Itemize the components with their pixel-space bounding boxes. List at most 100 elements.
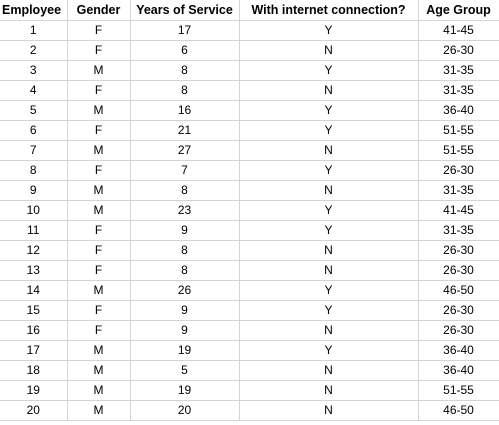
cell-gender[interactable]: M: [67, 100, 131, 121]
cell-employee[interactable]: 10: [0, 200, 68, 221]
cell-years-of-service[interactable]: 6: [130, 40, 240, 61]
cell-gender[interactable]: F: [67, 220, 131, 241]
cell-age-group[interactable]: 26-30: [418, 260, 499, 281]
cell-employee[interactable]: 19: [0, 380, 68, 401]
cell-internet-connection[interactable]: N: [239, 260, 419, 281]
header-age-group[interactable]: Age Group: [418, 0, 499, 21]
cell-years-of-service[interactable]: 5: [130, 360, 240, 381]
cell-employee[interactable]: 17: [0, 340, 68, 361]
cell-gender[interactable]: F: [67, 240, 131, 261]
cell-gender[interactable]: M: [67, 280, 131, 301]
cell-employee[interactable]: 15: [0, 300, 68, 321]
cell-years-of-service[interactable]: 7: [130, 160, 240, 181]
cell-age-group[interactable]: 41-45: [418, 200, 499, 221]
cell-age-group[interactable]: 31-35: [418, 60, 499, 81]
cell-employee[interactable]: 14: [0, 280, 68, 301]
cell-internet-connection[interactable]: N: [239, 80, 419, 101]
cell-internet-connection[interactable]: N: [239, 380, 419, 401]
cell-years-of-service[interactable]: 20: [130, 400, 240, 421]
cell-gender[interactable]: F: [67, 160, 131, 181]
cell-internet-connection[interactable]: N: [239, 320, 419, 341]
cell-internet-connection[interactable]: Y: [239, 200, 419, 221]
cell-employee[interactable]: 12: [0, 240, 68, 261]
cell-age-group[interactable]: 36-40: [418, 100, 499, 121]
cell-internet-connection[interactable]: N: [239, 360, 419, 381]
cell-gender[interactable]: M: [67, 380, 131, 401]
cell-age-group[interactable]: 26-30: [418, 240, 499, 261]
cell-gender[interactable]: F: [67, 40, 131, 61]
cell-internet-connection[interactable]: Y: [239, 100, 419, 121]
cell-age-group[interactable]: 26-30: [418, 160, 499, 181]
cell-gender[interactable]: M: [67, 200, 131, 221]
cell-age-group[interactable]: 51-55: [418, 140, 499, 161]
cell-years-of-service[interactable]: 16: [130, 100, 240, 121]
cell-employee[interactable]: 1: [0, 20, 68, 41]
cell-internet-connection[interactable]: Y: [239, 220, 419, 241]
cell-years-of-service[interactable]: 8: [130, 240, 240, 261]
cell-employee[interactable]: 4: [0, 80, 68, 101]
cell-internet-connection[interactable]: N: [239, 140, 419, 161]
cell-gender[interactable]: F: [67, 20, 131, 41]
cell-employee[interactable]: 13: [0, 260, 68, 281]
cell-employee[interactable]: 3: [0, 60, 68, 81]
cell-years-of-service[interactable]: 8: [130, 260, 240, 281]
cell-years-of-service[interactable]: 27: [130, 140, 240, 161]
header-internet-connection[interactable]: With internet connection?: [239, 0, 419, 21]
cell-age-group[interactable]: 36-40: [418, 340, 499, 361]
cell-years-of-service[interactable]: 9: [130, 320, 240, 341]
cell-employee[interactable]: 18: [0, 360, 68, 381]
cell-years-of-service[interactable]: 21: [130, 120, 240, 141]
cell-internet-connection[interactable]: Y: [239, 120, 419, 141]
cell-years-of-service[interactable]: 26: [130, 280, 240, 301]
cell-gender[interactable]: M: [67, 340, 131, 361]
cell-gender[interactable]: M: [67, 60, 131, 81]
cell-internet-connection[interactable]: Y: [239, 340, 419, 361]
cell-internet-connection[interactable]: Y: [239, 60, 419, 81]
cell-years-of-service[interactable]: 8: [130, 80, 240, 101]
cell-internet-connection[interactable]: Y: [239, 20, 419, 41]
cell-gender[interactable]: F: [67, 260, 131, 281]
cell-years-of-service[interactable]: 8: [130, 60, 240, 81]
cell-gender[interactable]: M: [67, 360, 131, 381]
cell-internet-connection[interactable]: N: [239, 40, 419, 61]
cell-years-of-service[interactable]: 9: [130, 300, 240, 321]
cell-age-group[interactable]: 41-45: [418, 20, 499, 41]
cell-employee[interactable]: 2: [0, 40, 68, 61]
cell-years-of-service[interactable]: 8: [130, 180, 240, 201]
header-gender[interactable]: Gender: [67, 0, 131, 21]
cell-gender[interactable]: M: [67, 400, 131, 421]
cell-age-group[interactable]: 26-30: [418, 320, 499, 341]
cell-age-group[interactable]: 46-50: [418, 400, 499, 421]
cell-employee[interactable]: 16: [0, 320, 68, 341]
cell-age-group[interactable]: 26-30: [418, 40, 499, 61]
cell-years-of-service[interactable]: 23: [130, 200, 240, 221]
cell-internet-connection[interactable]: N: [239, 180, 419, 201]
cell-age-group[interactable]: 36-40: [418, 360, 499, 381]
cell-years-of-service[interactable]: 19: [130, 380, 240, 401]
cell-internet-connection[interactable]: Y: [239, 160, 419, 181]
header-years-of-service[interactable]: Years of Service: [130, 0, 240, 21]
cell-gender[interactable]: F: [67, 80, 131, 101]
cell-internet-connection[interactable]: N: [239, 400, 419, 421]
cell-age-group[interactable]: 26-30: [418, 300, 499, 321]
cell-employee[interactable]: 8: [0, 160, 68, 181]
header-employee[interactable]: Employee: [0, 0, 68, 21]
cell-age-group[interactable]: 46-50: [418, 280, 499, 301]
cell-age-group[interactable]: 51-55: [418, 380, 499, 401]
cell-employee[interactable]: 6: [0, 120, 68, 141]
cell-internet-connection[interactable]: Y: [239, 280, 419, 301]
cell-gender[interactable]: F: [67, 320, 131, 341]
cell-employee[interactable]: 7: [0, 140, 68, 161]
cell-employee[interactable]: 20: [0, 400, 68, 421]
cell-internet-connection[interactable]: N: [239, 240, 419, 261]
cell-age-group[interactable]: 31-35: [418, 220, 499, 241]
cell-age-group[interactable]: 31-35: [418, 80, 499, 101]
cell-employee[interactable]: 11: [0, 220, 68, 241]
cell-years-of-service[interactable]: 17: [130, 20, 240, 41]
cell-internet-connection[interactable]: Y: [239, 300, 419, 321]
cell-years-of-service[interactable]: 9: [130, 220, 240, 241]
cell-age-group[interactable]: 31-35: [418, 180, 499, 201]
cell-gender[interactable]: M: [67, 140, 131, 161]
cell-gender[interactable]: F: [67, 120, 131, 141]
cell-employee[interactable]: 9: [0, 180, 68, 201]
